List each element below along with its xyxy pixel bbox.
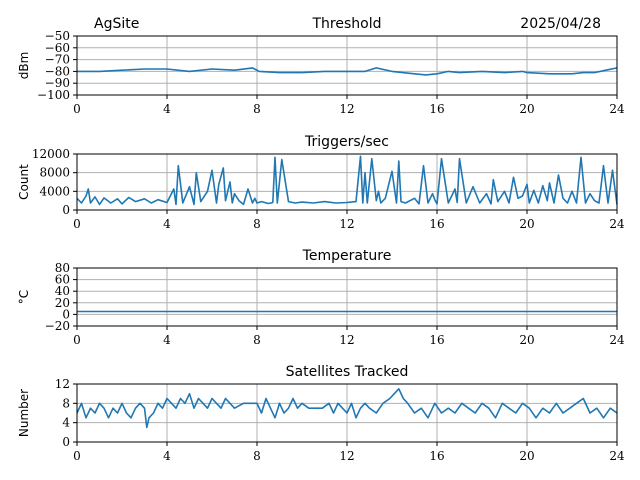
triggers-x-tick-label: 24	[609, 217, 625, 231]
satellites-title: Satellites Tracked	[286, 364, 409, 380]
threshold-y-tick-label: −70	[45, 53, 70, 67]
temperature-x-tick-label: 12	[339, 333, 354, 347]
site-name: AgSite	[94, 16, 139, 32]
triggers-y-tick-label: 4000	[39, 184, 70, 198]
temperature-y-tick-label: 60	[55, 273, 70, 287]
satellites-x-tick-label: 20	[519, 449, 534, 463]
satellites-x-tick-label: 4	[163, 449, 171, 463]
report-date: 2025/04/28	[520, 16, 601, 32]
temperature-title: Temperature	[302, 248, 392, 264]
temperature-y-tick-label: 0	[62, 307, 70, 321]
satellites-y-tick-label: 4	[62, 416, 70, 430]
temperature-y-axis-label: °C	[17, 290, 31, 304]
threshold-y-tick-label: −50	[45, 29, 70, 43]
satellites-y-tick-label: 8	[62, 396, 70, 410]
triggers-y-tick-label: 12000	[32, 147, 70, 161]
satellites-series-line	[76, 387, 618, 429]
triggers-series-line	[76, 155, 618, 206]
satellites-y-tick-label: 12	[55, 377, 70, 391]
satellites-x-tick-label: 8	[253, 449, 261, 463]
threshold-x-tick-label: 4	[163, 102, 171, 116]
threshold-x-tick-label: 12	[339, 102, 354, 116]
triggers-x-tick-label: 8	[253, 217, 261, 231]
threshold-y-tick-label: −60	[45, 41, 70, 55]
triggers-x-tick-label: 16	[429, 217, 444, 231]
threshold-y-axis-label: dBm	[17, 52, 31, 80]
satellites-y-tick-label: 0	[62, 435, 70, 449]
threshold-title: Threshold	[312, 16, 382, 32]
panel-triggers: 0 4 8 12 16 20 24 0 4000 8000 12000 Triggers/sec Cou…	[17, 134, 625, 231]
satellites-x-tick-label: 12	[339, 449, 354, 463]
threshold-x-tick-label: 24	[609, 102, 625, 116]
triggers-x-tick-label: 20	[519, 217, 534, 231]
triggers-y-axis-label: Count	[17, 164, 31, 200]
satellites-x-tick-label: 0	[73, 449, 81, 463]
threshold-y-tick-label: −80	[45, 64, 70, 78]
threshold-y-tick-label: −100	[37, 88, 70, 102]
temperature-x-tick-label: 4	[163, 333, 171, 347]
temperature-x-tick-label: 0	[73, 333, 81, 347]
threshold-x-tick-label: 0	[73, 102, 81, 116]
temperature-y-tick-label: −20	[45, 319, 70, 333]
satellites-x-tick-label: 16	[429, 449, 444, 463]
temperature-x-tick-label: 24	[609, 333, 625, 347]
triggers-x-tick-label: 0	[73, 217, 81, 231]
threshold-x-tick-label: 20	[519, 102, 534, 116]
temperature-y-tick-label: 80	[55, 261, 70, 275]
satellites-y-axis-label: Number	[17, 389, 31, 437]
triggers-y-tick-label: 8000	[39, 166, 70, 180]
threshold-x-tick-label: 8	[253, 102, 261, 116]
temperature-y-tick-label: 20	[55, 296, 70, 310]
threshold-y-tick-label: −90	[45, 76, 70, 90]
temperature-x-tick-label: 16	[429, 333, 444, 347]
temperature-x-tick-label: 20	[519, 333, 534, 347]
triggers-x-tick-label: 4	[163, 217, 171, 231]
temperature-x-tick-label: 8	[253, 333, 261, 347]
panel-threshold: 0 4 8 12 16 20 24 −100−90−80−70−60−50 Threshold d…	[17, 16, 625, 116]
triggers-title: Triggers/sec	[304, 134, 389, 150]
satellites-x-tick-label: 24	[609, 449, 625, 463]
threshold-x-tick-label: 16	[429, 102, 444, 116]
triggers-y-tick-label: 0	[62, 203, 70, 217]
triggers-x-tick-label: 12	[339, 217, 354, 231]
threshold-series-line	[77, 67, 618, 76]
temperature-y-tick-label: 40	[55, 284, 70, 298]
panel-satellites: 0 4 8 12 16 20 24 0 4 8 12 Satellites Tracked Number	[17, 364, 625, 463]
